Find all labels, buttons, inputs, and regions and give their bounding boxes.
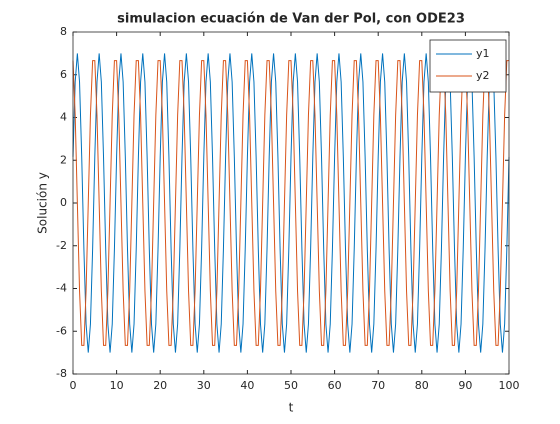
chart-title: simulacion ecuación de Van der Pol, con … <box>117 12 465 27</box>
x-tick-label: 20 <box>153 379 167 392</box>
axes-box <box>72 31 510 375</box>
y-tick-label: 8 <box>60 25 67 38</box>
x-tick-label: 0 <box>70 379 77 392</box>
x-axis-label: t <box>289 401 294 415</box>
y-axis-label: Solución y <box>36 172 50 234</box>
x-tick-label: 80 <box>415 379 429 392</box>
x-tick-label: 100 <box>499 379 520 392</box>
x-tick-label: 30 <box>197 379 211 392</box>
x-tick-label: 10 <box>110 379 124 392</box>
y-tick-label: 6 <box>60 68 67 81</box>
legend-box <box>429 39 507 93</box>
y-tick-label: 0 <box>60 196 67 209</box>
x-tick-label: 90 <box>458 379 472 392</box>
y-tick-label: -6 <box>56 324 67 337</box>
x-tick-label: 60 <box>328 379 342 392</box>
y-tick-label: -8 <box>56 367 67 380</box>
legend-label: y1 <box>476 47 490 60</box>
series-line <box>72 53 510 353</box>
y-tick-label: -2 <box>56 239 67 252</box>
series-line <box>72 60 509 346</box>
x-tick-label: 70 <box>371 379 385 392</box>
y-tick-label: 4 <box>60 111 67 124</box>
y-tick-label: -4 <box>56 282 67 295</box>
x-tick-label: 40 <box>240 379 254 392</box>
x-tick-label: 50 <box>284 379 298 392</box>
legend-label: y2 <box>476 69 490 82</box>
y-tick-label: 2 <box>60 153 67 166</box>
